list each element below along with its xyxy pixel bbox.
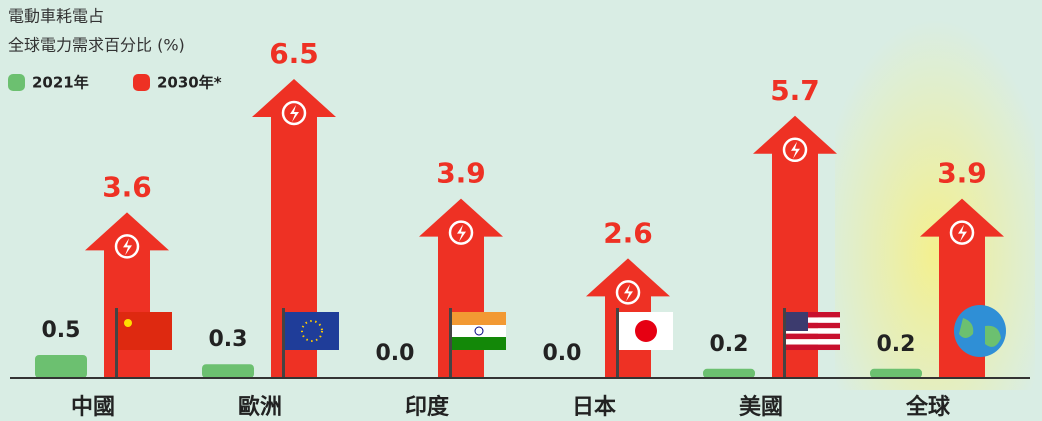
value-label-2030: 2.6: [603, 216, 653, 249]
flag-pole: [282, 308, 285, 378]
value-label-2021: 0.3: [209, 327, 248, 352]
bar-2030: [85, 212, 169, 378]
bar-2021: [35, 355, 87, 378]
x-tick-label: 美國: [739, 394, 783, 420]
flag-pole: [115, 308, 118, 378]
power-icon: [114, 234, 140, 259]
power-bolt: [958, 224, 967, 242]
flag-stripe: [786, 322, 840, 329]
flag-group: [115, 308, 172, 378]
flag-stripe: [786, 312, 840, 318]
value-label-2021: 0.5: [42, 318, 81, 343]
flag: [452, 312, 506, 325]
globe-land: [959, 318, 1001, 347]
flag-stripe: [786, 339, 840, 345]
flag-stripe: [786, 328, 840, 334]
flag-stripe: [786, 344, 840, 351]
flag-stripe: [786, 317, 840, 323]
bar-2021: [202, 364, 254, 378]
flag-star: [124, 319, 132, 327]
x-tick-label: 全球: [905, 394, 951, 420]
flag-disc: [635, 320, 657, 342]
x-tick-label: 中國: [71, 395, 115, 420]
value-label-2021: 0.2: [877, 332, 916, 357]
value-label-2021: 0.0: [376, 341, 415, 366]
power-bolt: [624, 284, 633, 302]
power-bolt: [791, 141, 800, 159]
flag-group: [616, 308, 673, 378]
flag-group: [282, 308, 339, 378]
power-bolt: [457, 224, 466, 242]
value-label-2030: 5.7: [770, 74, 820, 107]
legend-label: 2030年*: [157, 74, 222, 92]
flag-group: [449, 308, 506, 378]
power-icon: [448, 220, 474, 245]
x-tick-label: 日本: [572, 395, 616, 420]
bar-2021: [870, 368, 922, 378]
chart-subtitle: 全球電力需求百分比 (%): [8, 36, 185, 55]
flag-pole: [616, 308, 619, 378]
flag: [285, 312, 339, 350]
chart-title: 電動車耗電占: [8, 7, 104, 26]
flag-canton: [786, 312, 808, 331]
flag-stars: [301, 320, 323, 342]
power-icon: [615, 280, 641, 305]
bar-2030: [419, 198, 503, 378]
flag-pole: [449, 308, 452, 378]
value-label-2030: 6.5: [269, 37, 319, 70]
flag-group: [954, 305, 1006, 357]
power-icon: [782, 137, 808, 163]
flag-group: [783, 308, 840, 378]
value-label-2030: 3.9: [436, 157, 486, 190]
value-label-2021: 0.2: [710, 332, 749, 357]
legend-swatch: [133, 74, 150, 91]
power-bolt: [123, 238, 132, 256]
power-bolt: [290, 105, 299, 122]
flag: [118, 312, 172, 350]
flag: [452, 337, 506, 350]
x-tick-label: 印度: [405, 394, 450, 420]
bar-2021: [703, 368, 755, 378]
flag-stripe: [786, 333, 840, 340]
value-label-2030: 3.6: [102, 170, 152, 203]
value-label-2021: 0.0: [543, 341, 582, 366]
power-icon: [949, 220, 975, 245]
bar-2030: [252, 79, 336, 378]
legend-swatch: [8, 74, 25, 91]
flag-wheel: [474, 326, 484, 336]
power-icon: [281, 100, 307, 126]
x-tick-label: 歐洲: [238, 394, 282, 420]
flag-pole: [783, 308, 786, 378]
value-label-2030: 3.9: [937, 157, 987, 190]
legend-label: 2021年: [32, 74, 89, 92]
flag: [452, 325, 506, 337]
